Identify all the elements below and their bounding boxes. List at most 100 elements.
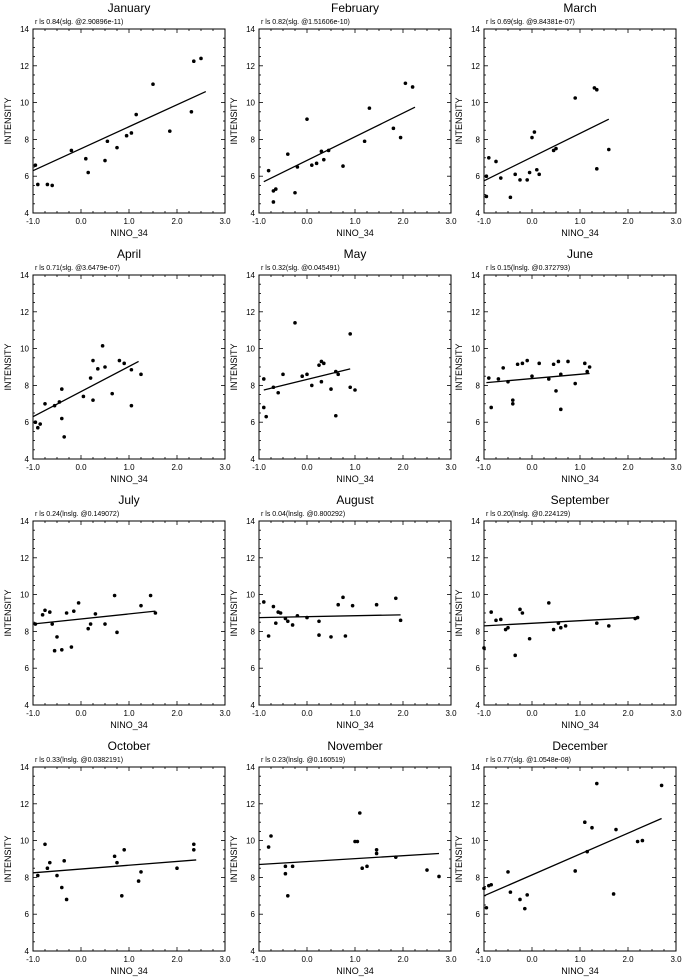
chart-panel-july: July r ls 0.24(lnslg. @0.149072) -1.0 0.0 1.… [3,493,231,730]
data-point [60,387,64,391]
y-tick-label: 12 [246,554,255,563]
x-tick-label: 2.0 [622,709,634,718]
x-tick-label: -1.0 [477,709,491,718]
x-tick-label: 1.0 [123,955,135,964]
regression-line [32,90,207,172]
y-tick-label: 10 [20,591,29,600]
y-tick-label: 14 [471,25,480,34]
data-point [52,648,57,653]
correlation-stat: r ls 0.24(lnslg. @0.149072) [35,511,119,518]
chart-title: May [344,247,367,261]
data-point [43,608,47,613]
y-axis-label: INTENSITY [3,835,13,882]
data-point [124,133,129,138]
data-point [348,385,353,390]
data-point [496,377,501,381]
data-point [362,139,367,144]
y-tick-label: 4 [251,947,256,956]
data-point [136,879,141,883]
data-point [286,894,290,898]
x-tick-label: 3.0 [219,709,231,718]
y-tick-label: 8 [25,135,30,144]
regression-line [263,368,351,391]
y-tick-label: 4 [25,947,30,956]
data-point [112,854,117,859]
data-point [494,159,498,164]
y-tick-label: 12 [20,800,29,809]
chart-title: October [108,739,151,753]
chart-title: August [336,493,374,507]
data-point [300,374,305,379]
data-point [36,182,40,187]
x-tick-label: 2.0 [622,955,634,964]
data-point [103,622,107,626]
data-point [659,783,664,788]
y-tick-label: 14 [20,25,29,34]
x-tick-label: 3.0 [445,217,457,226]
plot-frame [258,274,452,460]
data-point [559,372,563,377]
plot-frame [258,520,452,706]
data-point [262,405,266,410]
y-tick-label: 6 [25,910,30,919]
data-point [494,618,498,623]
x-tick-label: 1.0 [349,217,361,226]
correlation-stat: r ls 0.77(slg. @1.0548e-08) [486,757,571,764]
data-point [45,866,50,870]
data-point [293,190,297,195]
x-tick-label: 2.0 [171,463,183,472]
x-tick-label: -1.0 [252,463,266,472]
data-point [501,366,506,370]
data-point [134,112,138,117]
data-point [365,864,369,869]
x-tick-label: -1.0 [26,217,40,226]
x-tick-label: 2.0 [397,709,409,718]
data-point [33,420,38,425]
data-point [489,405,494,410]
x-tick-label: 1.0 [574,955,586,964]
x-tick-label: 2.0 [622,463,634,472]
y-tick-label: 6 [25,172,30,181]
data-point [353,388,357,392]
data-point [573,96,577,100]
data-point [317,363,321,367]
data-point [91,358,95,363]
y-tick-label: 4 [476,455,481,464]
x-tick-label: 2.0 [171,955,183,964]
y-tick-label: 14 [20,517,29,526]
data-point [547,601,551,605]
data-point [499,176,503,180]
data-point [508,890,513,894]
x-tick-label: 1.0 [574,463,586,472]
data-point [487,156,491,160]
plot-frame [32,28,226,214]
y-tick-label: 14 [20,763,29,772]
correlation-stat: r ls 0.20(lnslg. @0.224129) [486,511,570,518]
data-point [530,135,534,140]
y-axis-label: INTENSITY [454,343,464,390]
x-tick-label: -1.0 [26,709,40,718]
data-point [317,619,321,624]
x-tick-label: -1.0 [477,955,491,964]
y-tick-label: 6 [251,418,256,427]
correlation-stat: r ls 0.69(slg. @9.84381e-07) [486,19,575,26]
data-point [391,126,396,131]
data-point [274,187,278,191]
data-point [525,893,529,897]
y-tick-label: 8 [25,381,30,390]
x-tick-label: -1.0 [26,955,40,964]
data-point [115,630,119,635]
data-point [336,602,341,607]
data-point [322,361,326,366]
data-point [566,359,570,364]
data-point [269,834,273,838]
x-tick-label: 1.0 [123,217,135,226]
plot-frame [483,766,677,952]
plot-frame [32,520,226,706]
data-point [398,135,403,140]
data-point [537,361,541,366]
data-point [55,873,59,878]
data-point [281,372,285,377]
y-tick-label: 8 [251,627,256,636]
